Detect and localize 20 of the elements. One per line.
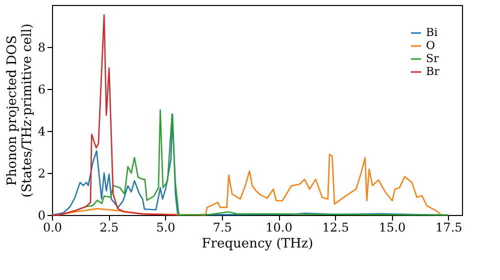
- legend-label: Br: [426, 65, 440, 78]
- x-tick-label: 12.5: [322, 220, 350, 234]
- line-series: [51, 14, 178, 216]
- x-axis-title: Frequency (THz): [202, 236, 314, 252]
- legend-label: Bi: [426, 26, 438, 39]
- y-tick-label: 0: [38, 208, 46, 222]
- y-tick-label: 8: [38, 40, 46, 54]
- x-tick-label: 5.0: [156, 220, 176, 234]
- y-tick-label: 6: [38, 82, 46, 96]
- x-tick-label: 2.5: [100, 220, 119, 234]
- y-axis-title: Phonon projected DOS (States/THz·primitive cell): [4, 23, 35, 198]
- x-tick-label: 17.5: [436, 220, 462, 234]
- legend-label: Sr: [426, 52, 440, 65]
- x-tick-label: 7.5: [212, 220, 232, 234]
- y-tick-label: 2: [38, 166, 46, 180]
- y-tick-label: 4: [38, 124, 46, 138]
- x-tick-label: 0.0: [42, 220, 62, 234]
- legend-label: O: [426, 39, 436, 52]
- x-tick-label: 10.0: [266, 220, 292, 234]
- x-tick-label: 15.0: [378, 220, 406, 234]
